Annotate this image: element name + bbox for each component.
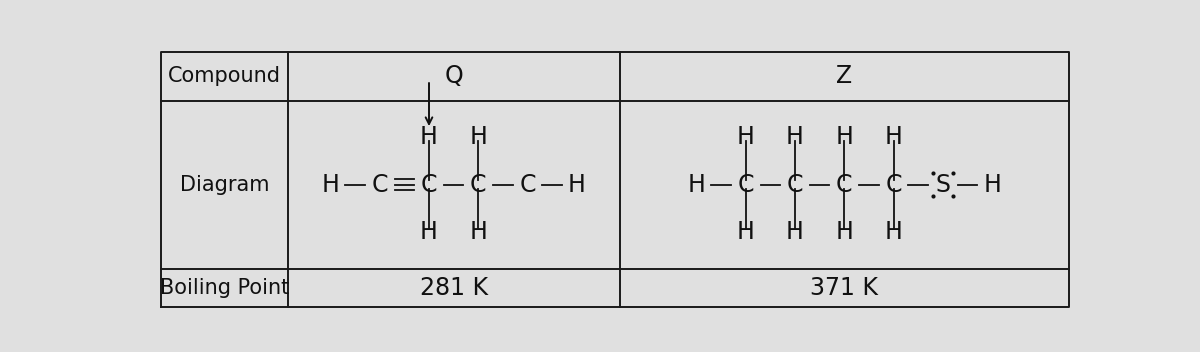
- Text: H: H: [420, 220, 438, 244]
- Text: H: H: [884, 220, 902, 244]
- Text: H: H: [884, 125, 902, 149]
- Text: C: C: [738, 172, 754, 196]
- Text: H: H: [568, 172, 586, 196]
- Text: S: S: [935, 172, 950, 196]
- Text: C: C: [836, 172, 852, 196]
- Text: H: H: [322, 172, 340, 196]
- Text: Diagram: Diagram: [180, 175, 269, 195]
- Text: Q: Q: [444, 64, 463, 88]
- Text: H: H: [835, 220, 853, 244]
- Text: H: H: [835, 125, 853, 149]
- Text: H: H: [786, 220, 804, 244]
- Text: H: H: [737, 125, 755, 149]
- Text: Boiling Point: Boiling Point: [160, 277, 289, 297]
- Text: H: H: [786, 125, 804, 149]
- Text: C: C: [470, 172, 486, 196]
- Text: H: H: [469, 220, 487, 244]
- Text: C: C: [520, 172, 536, 196]
- Text: C: C: [372, 172, 388, 196]
- Text: H: H: [420, 125, 438, 149]
- Text: C: C: [886, 172, 901, 196]
- Text: Z: Z: [836, 64, 852, 88]
- Text: 371 K: 371 K: [810, 276, 878, 300]
- Text: H: H: [737, 220, 755, 244]
- Text: Compound: Compound: [168, 66, 281, 86]
- Text: H: H: [688, 172, 706, 196]
- Text: 281 K: 281 K: [420, 276, 487, 300]
- Text: C: C: [421, 172, 437, 196]
- Text: H: H: [469, 125, 487, 149]
- Text: C: C: [787, 172, 803, 196]
- Text: H: H: [983, 172, 1001, 196]
